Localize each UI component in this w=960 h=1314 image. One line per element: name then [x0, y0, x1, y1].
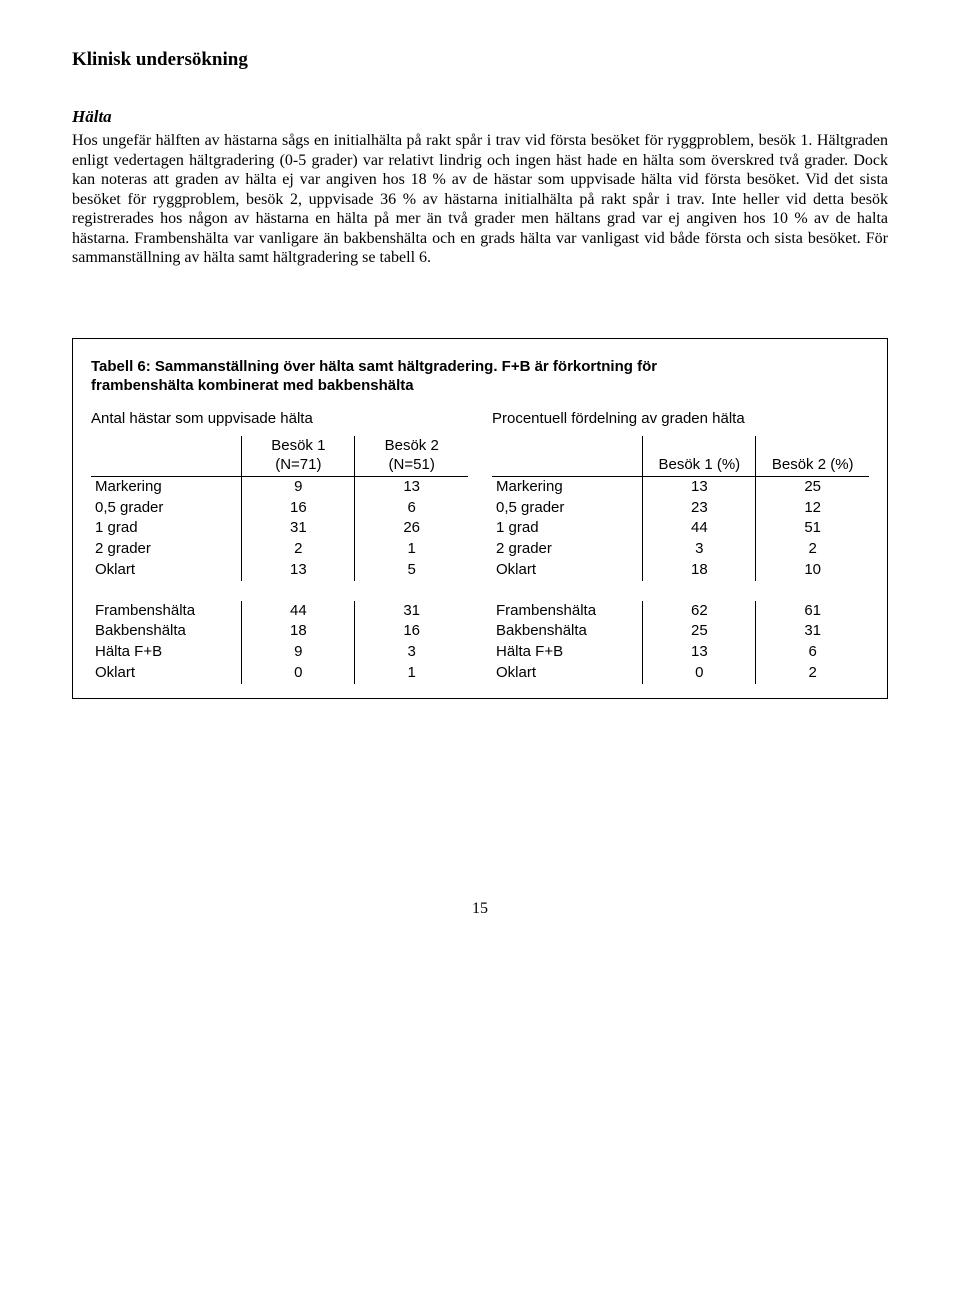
row-value: 25	[643, 621, 756, 642]
body-paragraph: Hos ungefär hälften av hästarna sågs en …	[72, 131, 888, 268]
row-label: Bakbenshälta	[91, 621, 242, 642]
table-row: Hälta F+B93	[91, 642, 468, 663]
row-value: 61	[756, 601, 869, 622]
page-heading: Klinisk undersökning	[72, 48, 888, 72]
table-row: Frambenshälta4431	[91, 601, 468, 622]
row-value: 5	[355, 560, 468, 581]
row-label: Frambenshälta	[492, 601, 643, 622]
row-value: 44	[643, 518, 756, 539]
row-label: 1 grad	[91, 518, 242, 539]
table-row: Markering1325	[492, 476, 869, 497]
row-value: 26	[355, 518, 468, 539]
row-value: 51	[756, 518, 869, 539]
row-value: 13	[643, 476, 756, 497]
table-row: 2 grader21	[91, 539, 468, 560]
row-value: 0	[643, 663, 756, 684]
table-row: Markering913	[91, 476, 468, 497]
right-caption: Procentuell fördelning av graden hälta	[492, 410, 869, 429]
row-label: Hälta F+B	[492, 642, 643, 663]
row-label: Bakbenshälta	[492, 621, 643, 642]
left-head-besok2-a: Besök 2	[385, 437, 439, 454]
row-value: 13	[242, 560, 355, 581]
left-head-besok1-b: (N=71)	[275, 456, 321, 473]
table-row: Hälta F+B136	[492, 642, 869, 663]
table-row: 2 grader32	[492, 539, 869, 560]
row-value: 10	[756, 560, 869, 581]
row-label: 0,5 grader	[91, 498, 242, 519]
table-row: Bakbenshälta2531	[492, 621, 869, 642]
row-value: 25	[756, 476, 869, 497]
left-head-besok1-a: Besök 1	[271, 437, 325, 454]
row-value: 1	[355, 539, 468, 560]
table-6-title: Tabell 6: Sammanställning över hälta sam…	[91, 357, 869, 396]
row-value: 18	[242, 621, 355, 642]
row-value: 1	[355, 663, 468, 684]
left-table: Besök 1 (N=71) Besök 2 (N=51) Markering9…	[91, 436, 468, 683]
right-head-besok2: Besök 2 (%)	[772, 456, 854, 473]
row-value: 2	[756, 663, 869, 684]
table-row: 0,5 grader166	[91, 498, 468, 519]
row-value: 23	[643, 498, 756, 519]
row-value: 13	[643, 642, 756, 663]
table-row: Oklart1810	[492, 560, 869, 581]
row-value: 0	[242, 663, 355, 684]
row-value: 3	[355, 642, 468, 663]
table-row: 1 grad3126	[91, 518, 468, 539]
row-label: Markering	[492, 476, 643, 497]
row-label: Oklart	[492, 663, 643, 684]
row-value: 2	[242, 539, 355, 560]
row-value: 12	[756, 498, 869, 519]
table-row: Frambenshälta6261	[492, 601, 869, 622]
row-label: Oklart	[91, 560, 242, 581]
table-row: 0,5 grader2312	[492, 498, 869, 519]
subheading-halta: Hälta	[72, 106, 888, 127]
right-head-besok1: Besök 1 (%)	[658, 456, 740, 473]
table-row: Oklart02	[492, 663, 869, 684]
row-label: 2 grader	[91, 539, 242, 560]
row-value: 31	[756, 621, 869, 642]
row-label: 2 grader	[492, 539, 643, 560]
left-caption: Antal hästar som uppvisade hälta	[91, 410, 468, 429]
row-label: Frambenshälta	[91, 601, 242, 622]
page-number: 15	[72, 899, 888, 919]
row-value: 16	[355, 621, 468, 642]
row-value: 62	[643, 601, 756, 622]
row-label: Markering	[91, 476, 242, 497]
row-value: 9	[242, 642, 355, 663]
row-value: 31	[355, 601, 468, 622]
row-value: 3	[643, 539, 756, 560]
table-title-line1: Tabell 6: Sammanställning över hälta sam…	[91, 358, 657, 375]
row-label: Oklart	[91, 663, 242, 684]
row-value: 9	[242, 476, 355, 497]
row-value: 2	[756, 539, 869, 560]
table-row: Bakbenshälta1816	[91, 621, 468, 642]
row-value: 18	[643, 560, 756, 581]
row-value: 6	[355, 498, 468, 519]
row-label: 1 grad	[492, 518, 643, 539]
row-value: 16	[242, 498, 355, 519]
right-table: Besök 1 (%) Besök 2 (%) Markering13250,5…	[492, 436, 869, 683]
row-label: Hälta F+B	[91, 642, 242, 663]
row-label: Oklart	[492, 560, 643, 581]
table-row: Oklart135	[91, 560, 468, 581]
table-row: Oklart01	[91, 663, 468, 684]
table-right-block: Procentuell fördelning av graden hälta B…	[492, 410, 869, 684]
table-row: 1 grad4451	[492, 518, 869, 539]
row-label: 0,5 grader	[492, 498, 643, 519]
table-title-line2: frambenshälta kombinerat med bakbenshält…	[91, 377, 414, 394]
row-value: 13	[355, 476, 468, 497]
table-left-block: Antal hästar som uppvisade hälta Besök 1…	[91, 410, 468, 684]
row-value: 44	[242, 601, 355, 622]
table-6-container: Tabell 6: Sammanställning över hälta sam…	[72, 338, 888, 699]
row-value: 31	[242, 518, 355, 539]
row-value: 6	[756, 642, 869, 663]
left-head-besok2-b: (N=51)	[389, 456, 435, 473]
